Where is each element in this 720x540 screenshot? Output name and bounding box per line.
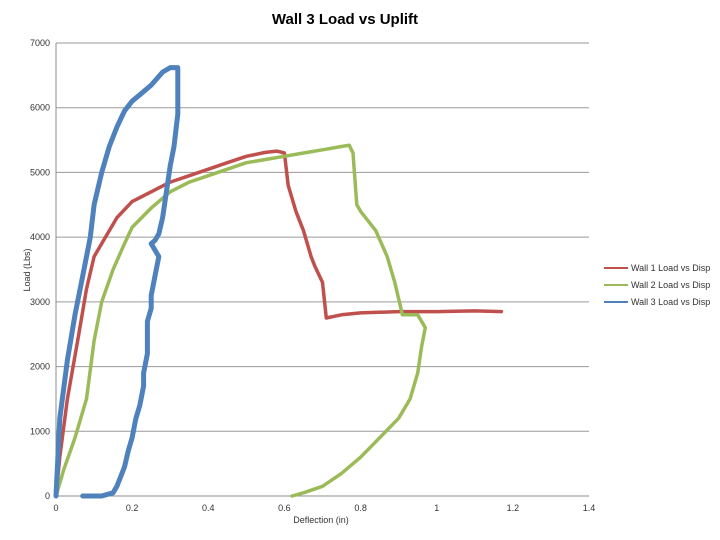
x-tick-label: 0.2 <box>126 503 139 513</box>
series-line-2 <box>54 143 428 498</box>
x-tick-label: 1.2 <box>507 503 520 513</box>
y-tick-label: 6000 <box>30 103 50 113</box>
y-tick-label: 2000 <box>30 362 50 372</box>
y-tick-label: 4000 <box>30 232 50 242</box>
x-tick-label: 0.4 <box>202 503 215 513</box>
y-axis-label: Load (Lbs) <box>22 248 32 291</box>
legend: Wall 1 Load vs Disp Wall 2 Load vs Disp Wa… <box>604 263 710 307</box>
x-tick-label: 0.6 <box>278 503 291 513</box>
legend-entry: Wall 1 Load vs Disp <box>631 263 710 273</box>
series-line-1 <box>54 149 504 498</box>
y-tick-label: 5000 <box>30 167 50 177</box>
y-tick-label: 1000 <box>30 426 50 436</box>
x-tick-label: 0.8 <box>354 503 367 513</box>
y-tick-label: 0 <box>45 491 50 501</box>
x-axis-label: Deflection (in) <box>293 515 349 525</box>
x-tick-label: 1.4 <box>583 503 596 513</box>
x-tick-labels: 0 0.2 0.4 0.6 0.8 1 1.2 1.4 <box>53 503 595 513</box>
chart-title: Wall 3 Load vs Uplift <box>272 11 418 28</box>
legend-entry: Wall 2 Load vs Disp <box>631 280 710 290</box>
y-tick-label: 7000 <box>30 38 50 48</box>
x-tick-label: 0 <box>53 503 58 513</box>
legend-entry: Wall 3 Load vs Disp <box>631 297 710 307</box>
x-tick-label: 1 <box>434 503 439 513</box>
y-tick-label: 3000 <box>30 297 50 307</box>
y-tick-labels: 0 1000 2000 3000 4000 5000 6000 7000 <box>30 38 50 501</box>
series-lines <box>53 65 504 499</box>
series-line-3 <box>53 65 181 499</box>
